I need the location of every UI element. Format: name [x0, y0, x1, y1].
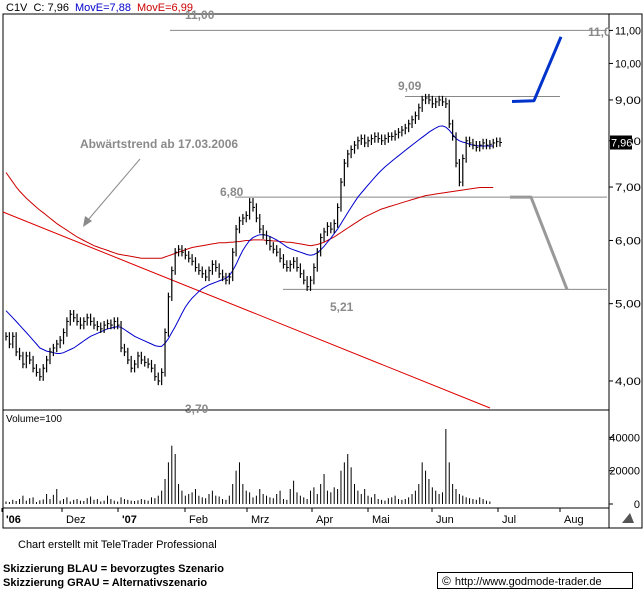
ma-slow-label: MovE=6,99	[137, 2, 193, 14]
x-tick-label: Feb	[189, 514, 208, 526]
header-label: C1V C: 7,96 MovE=7,88 MovE=6,99	[6, 2, 193, 14]
ma-fast-label: MovE=7,88	[75, 2, 131, 14]
y-tick-label: 7,00	[615, 182, 641, 194]
price-bars	[5, 93, 502, 386]
y-tick-label: 6,00	[615, 235, 641, 247]
volume-panel-frame	[2, 409, 610, 509]
level-label: 9,09	[398, 79, 422, 93]
volume-tick-label: 20000	[609, 466, 640, 478]
value-axis-frame	[608, 13, 643, 529]
source-url: http://www.godmode-trader.de	[454, 576, 602, 588]
x-tick-label: '06	[6, 514, 21, 526]
volume-tick-label: 40000	[609, 432, 640, 444]
time-axis: '06 Dez '07 Feb Mrz Apr Mai Jun Jul Aug	[1, 508, 584, 526]
x-tick-label: Jun	[436, 514, 454, 526]
y-tick-label: 9,00	[615, 95, 641, 107]
level-label: 5,21	[330, 300, 354, 314]
trend-lines	[2, 211, 491, 409]
y-tick-label: 11,00	[615, 25, 641, 37]
x-tick-label: '07	[122, 514, 137, 526]
x-tick-label: Jul	[502, 514, 516, 526]
level-label: 11,00	[185, 8, 215, 22]
ma-fast-line	[5, 125, 494, 354]
volume-tick-label: 0	[634, 499, 640, 511]
y-tick-label: 10,00	[615, 58, 641, 70]
last-value-label: 7,96	[611, 138, 632, 150]
level-label: 6,80	[220, 185, 244, 199]
annotation-arrow-line	[87, 158, 141, 221]
source-link[interactable]: © http://www.godmode-trader.de	[437, 572, 633, 589]
volume-bars	[5, 429, 491, 504]
price-panel-frame	[2, 13, 610, 411]
annotation-arrow-head	[83, 216, 92, 227]
y-tick-label: 5,00	[615, 299, 641, 311]
close-label: C: 7,96	[33, 2, 68, 14]
x-tick-label: Dez	[66, 514, 86, 526]
y-tick-label: 4,00	[615, 376, 641, 388]
last-value-box	[610, 135, 632, 150]
downtrend-line	[2, 211, 491, 409]
x-tick-label: Mai	[372, 514, 390, 526]
x-tick-label: Aug	[564, 514, 584, 526]
moving-averages	[5, 125, 494, 354]
symbol: C1V	[6, 2, 28, 14]
scroll-arrow-icon[interactable]	[622, 513, 634, 523]
scenario-gray	[510, 195, 569, 290]
volume-title: Volume=100	[6, 414, 62, 425]
credit-text: Chart erstellt mit TeleTrader Profession…	[18, 539, 217, 551]
legend-gray: Skizzierung GRAU = Alternativszenario	[3, 577, 208, 589]
level-label: 3,70	[185, 402, 209, 416]
level-lines: 11,00 9,09 6,80 5,21 3,70 11,0	[170, 8, 611, 416]
copyright-icon: ©	[442, 574, 451, 588]
scenario-sketches	[510, 36, 569, 290]
time-axis-frame	[2, 507, 610, 529]
trend-annotation: Abwärtstrend ab 17.03.2006	[80, 137, 238, 151]
scenario-blue	[511, 36, 563, 103]
legend-blue: Skizzierung BLAU = bevorzugtes Szenario	[3, 563, 224, 575]
volume-axis: 40000 20000 0	[609, 432, 640, 511]
x-tick-label: Mrz	[251, 514, 269, 526]
x-tick-label: Apr	[316, 514, 333, 526]
target-label: 11,0	[588, 25, 611, 39]
